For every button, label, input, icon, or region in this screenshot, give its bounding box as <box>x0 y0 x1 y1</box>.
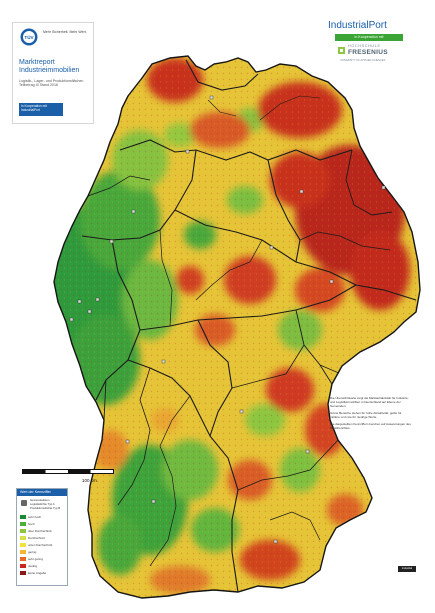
legend-row: keine Angabe <box>20 571 66 576</box>
city-marker <box>69 317 74 322</box>
city-marker <box>381 185 386 190</box>
publisher-mark: Industrial <box>398 566 416 572</box>
city-marker <box>185 149 190 154</box>
tuv-logo-text: TÜV <box>24 34 34 40</box>
tuv-logo-icon: TÜV <box>19 27 39 47</box>
city-marker <box>151 499 156 504</box>
legend-label: über Durchschnitt <box>28 529 52 533</box>
city-marker <box>273 539 278 544</box>
city-marker <box>161 359 166 364</box>
fresenius-school: HOCHSCHULE <box>348 44 381 48</box>
legend-row: niedrig <box>20 564 66 569</box>
city-marker <box>209 95 214 100</box>
legend-row: über Durchschnitt <box>20 529 66 534</box>
legend-symbol-label: Logistikdichte Typ A <box>30 502 55 506</box>
legend-label: keine Angabe <box>28 571 47 575</box>
legend-row: gering <box>20 550 66 555</box>
legend-symbol-label: Gemeindelisten <box>30 498 50 502</box>
legend-row: sehr hoch <box>20 515 66 520</box>
map-texture <box>54 56 420 598</box>
legend-symbol-label: Produktionsdichte Typ B <box>30 506 61 510</box>
info-paragraph: Die dargestellten Kennziffern beruhen au… <box>330 422 411 430</box>
legend-swatch <box>20 522 26 526</box>
legend-label: Durchschnitt <box>28 536 45 540</box>
scale-label: 100 km <box>82 478 97 483</box>
city-marker <box>239 409 244 414</box>
industrialport-logo: IndustrialPort <box>328 20 387 31</box>
legend-label: niedrig <box>28 564 38 568</box>
fresenius-name: FRESENIUS <box>348 49 388 56</box>
legend-label: sehr gering <box>28 557 44 561</box>
brochure-badge: In Kooperation mit IndustrialPort <box>19 103 63 116</box>
brochure-card: TÜV Mehr Sicherheit. Mehr Wert. Marktrep… <box>12 22 94 124</box>
city-symbol-icon <box>21 500 27 506</box>
legend-swatch <box>20 515 26 519</box>
brochure-subtitle: Logistik-, Lager- und Produktionsflächen… <box>19 79 84 88</box>
legend-row: sehr gering <box>20 557 66 562</box>
info-paragraph: Grüne Bereiche stehen für hohe Attraktiv… <box>330 411 402 419</box>
legend-label: sehr hoch <box>28 515 42 519</box>
city-marker <box>269 245 274 250</box>
city-marker <box>77 299 82 304</box>
legend-title: Wert der Kennziffer <box>17 489 67 496</box>
city-markers <box>69 95 386 544</box>
industrialport-tagline: in Kooperation mit <box>335 34 403 41</box>
legend-label: unter Durchschnitt <box>28 543 53 547</box>
legend-swatch <box>20 543 26 547</box>
legend-row: hoch <box>20 522 66 527</box>
country-outline <box>53 55 421 599</box>
brochure-title: Marktreport Industrieimmobilien <box>19 59 80 74</box>
city-marker <box>109 239 114 244</box>
legend-swatch <box>20 536 26 540</box>
tuv-claim: Mehr Sicherheit. Mehr Wert. <box>43 30 87 34</box>
legend-swatch <box>20 529 26 533</box>
city-marker <box>131 209 136 214</box>
city-marker <box>305 449 310 454</box>
fresenius-university: UNIVERSITY OF APPLIED SCIENCES <box>340 59 386 62</box>
legend-row: Durchschnitt <box>20 536 66 541</box>
fresenius-logo-icon <box>338 47 345 54</box>
legend-label: hoch <box>28 522 35 526</box>
city-marker <box>299 189 304 194</box>
city-marker <box>87 309 92 314</box>
legend-swatch <box>20 564 26 568</box>
city-marker <box>329 279 334 284</box>
info-text: Die Übersichtskarte zeigt die Marktattra… <box>330 396 412 433</box>
legend-swatch <box>20 571 26 575</box>
scale-line <box>22 469 114 474</box>
map-legend: Wert der Kennziffer Gemeindelisten Logis… <box>16 488 68 586</box>
legend-row: unter Durchschnitt <box>20 543 66 548</box>
legend-swatch <box>20 550 26 554</box>
legend-swatch <box>20 557 26 561</box>
info-paragraph: Die Übersichtskarte zeigt die Marktattra… <box>330 396 409 408</box>
city-marker <box>125 439 130 444</box>
legend-label: gering <box>28 550 37 554</box>
city-marker <box>95 297 100 302</box>
